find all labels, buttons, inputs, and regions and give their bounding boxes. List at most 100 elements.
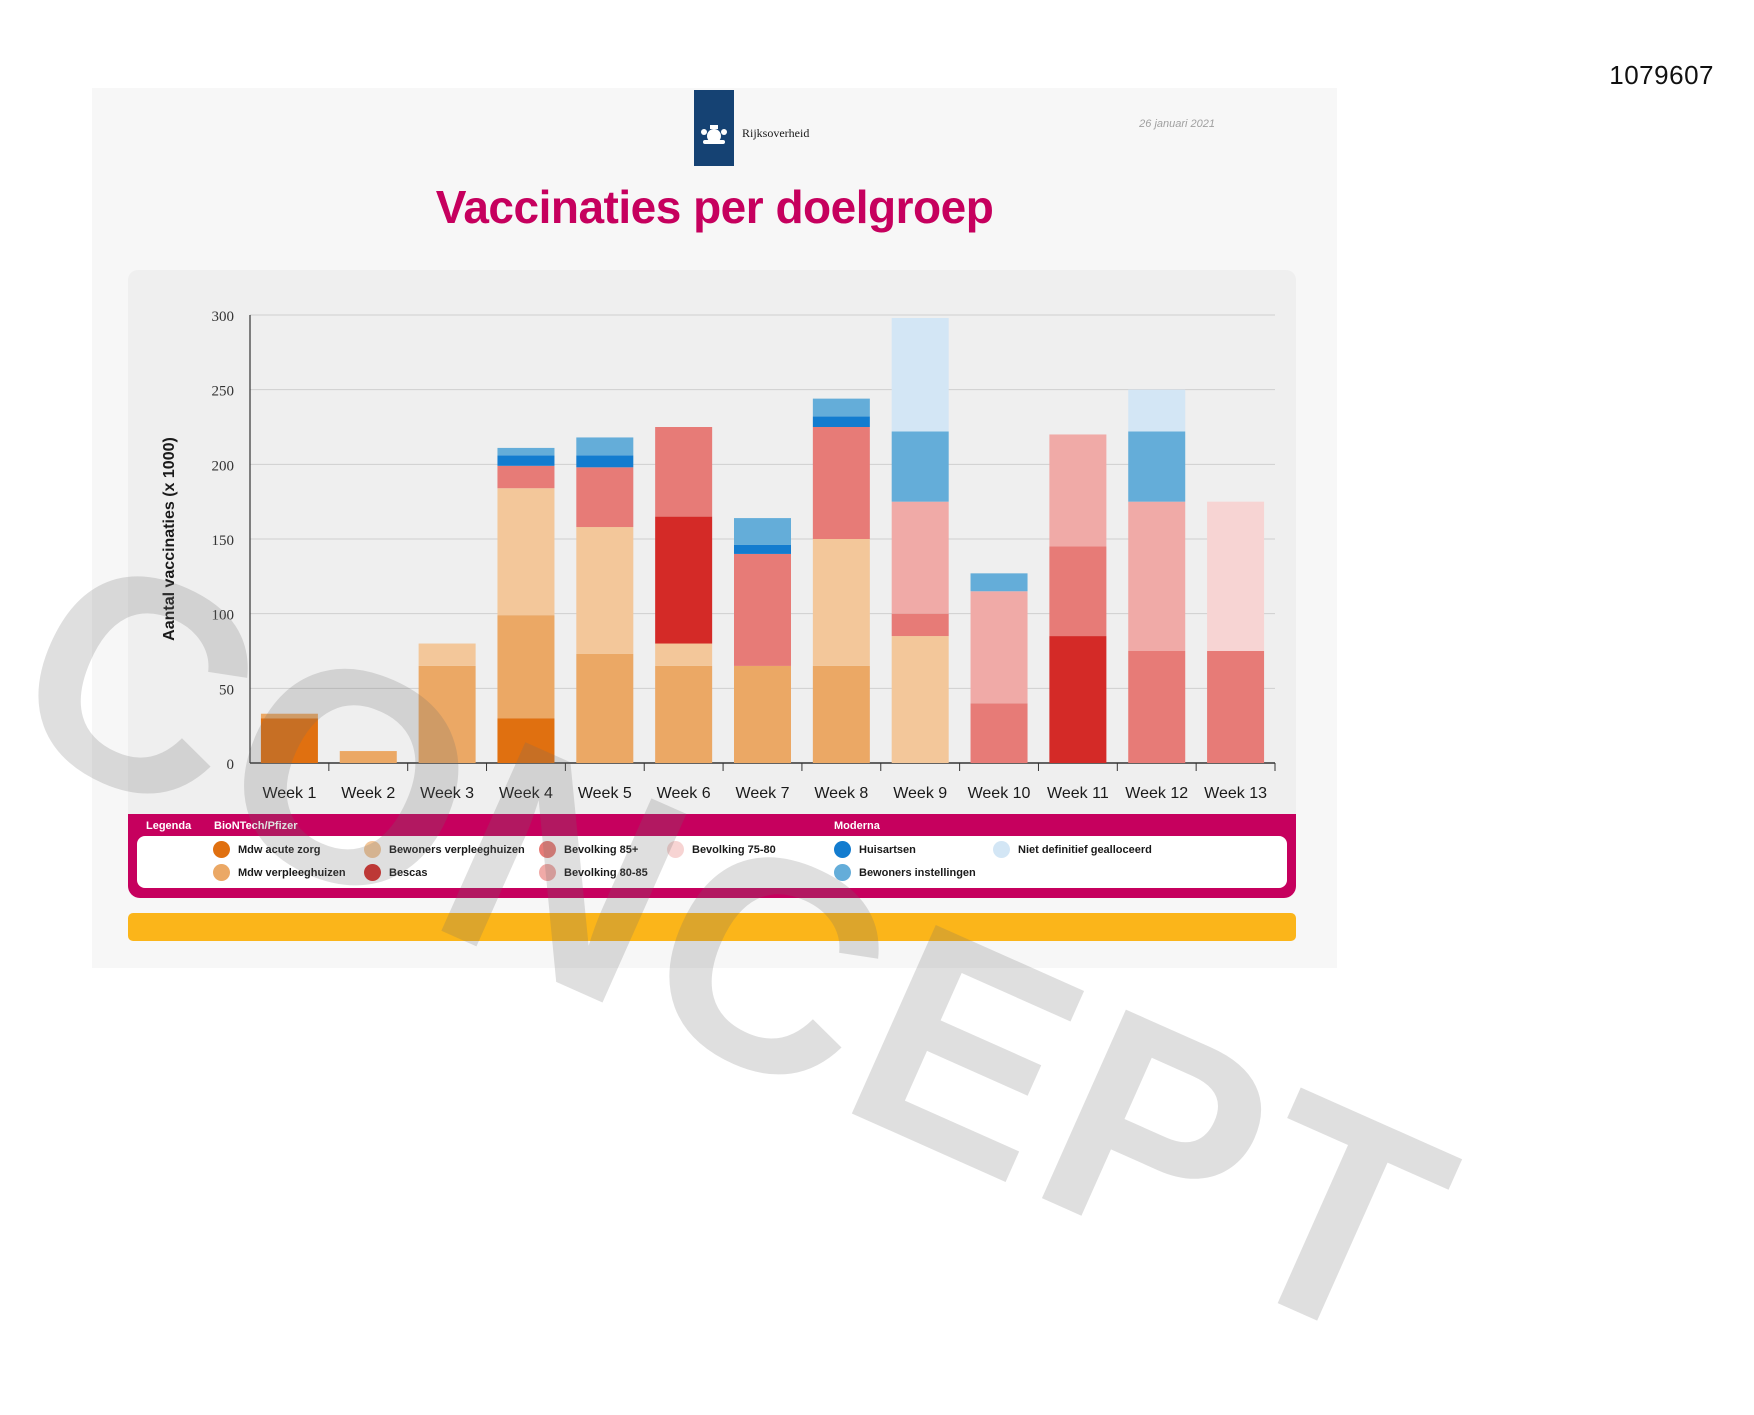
bar-segment — [497, 488, 555, 616]
legend-item-label: Bevolking 80-85 — [564, 866, 648, 879]
legend-swatch — [834, 841, 851, 858]
legend-swatch — [213, 864, 230, 881]
bar-segment — [891, 431, 949, 502]
x-tick-label: Week 5 — [578, 785, 632, 802]
logo-text: Rijksoverheid — [742, 126, 810, 140]
bar-segment — [891, 317, 949, 432]
bar-segment — [418, 643, 476, 666]
bar-segment — [734, 665, 791, 763]
bar-segment — [655, 427, 713, 517]
bar-segment — [497, 447, 555, 456]
bar-segment — [497, 465, 555, 489]
legend-item-bevolking-80-85: Bevolking 80-85 — [539, 864, 648, 881]
legend-item-label: Bewoners instellingen — [859, 866, 976, 879]
legend-item-label: Huisartsen — [859, 843, 916, 856]
bar-segment — [812, 416, 870, 427]
bar-segment — [576, 437, 634, 456]
slide-date: 26 januari 2021 — [1139, 118, 1215, 130]
bar-segment — [260, 713, 318, 719]
legend-item-label: Niet definitief gealloceerd — [1018, 843, 1152, 856]
bar-segment — [1128, 431, 1186, 502]
legend-swatch — [834, 864, 851, 881]
legend-item-bevolking-75-80: Bevolking 75-80 — [667, 841, 776, 858]
legend-item-mdw-verpleeghuizen: Mdw verpleeghuizen — [213, 864, 346, 881]
legend-item-label: Bevolking 75-80 — [692, 843, 776, 856]
bar-segment — [970, 703, 1028, 763]
legend-group-moderna: Moderna — [834, 820, 880, 832]
bar-segment — [891, 613, 949, 637]
bar-segment — [970, 591, 1028, 704]
bar-segment — [1049, 434, 1107, 547]
bar-segment — [576, 455, 634, 468]
bar-segment — [734, 518, 791, 545]
bar-segment — [812, 539, 870, 666]
legend-item-huisartsen: Huisartsen — [834, 841, 916, 858]
legend-item-niet-definitief-gealloceerd: Niet definitief gealloceerd — [993, 841, 1152, 858]
bar-segment — [576, 527, 634, 654]
x-tick-label: Week 10 — [968, 785, 1031, 802]
legend-item-label: Bescas — [389, 866, 428, 879]
y-tick-label: 250 — [212, 384, 235, 400]
bar-segment — [734, 544, 791, 554]
bar-segment — [260, 718, 318, 763]
bar-segment — [497, 455, 555, 466]
y-tick-label: 300 — [212, 309, 235, 325]
stacked-bar-chart: 0 50 100 150 200 250 300 Aantal vaccinaties (x … — [161, 309, 1276, 802]
footer-bar — [128, 913, 1296, 941]
bar-segment — [812, 665, 870, 763]
legend-swatch — [364, 864, 381, 881]
legend-group-pfizer: BioNTech/Pfizer — [214, 820, 298, 832]
legend-item-bewoners-verpleeghuizen: Bewoners verpleeghuizen — [364, 841, 525, 858]
legend-item-mdw-acute-zorg: Mdw acute zorg — [213, 841, 321, 858]
y-tick-label: 150 — [212, 533, 235, 549]
y-tick-label: 200 — [212, 458, 235, 474]
bar-segment — [497, 615, 555, 719]
bar-segment — [655, 643, 713, 666]
y-tick-label: 0 — [227, 757, 235, 773]
x-tick-label: Week 6 — [657, 785, 711, 802]
bar-segment — [655, 665, 713, 763]
legend-item-bescas: Bescas — [364, 864, 428, 881]
x-tick-label: Week 9 — [893, 785, 947, 802]
x-tick-label: Week 8 — [814, 785, 868, 802]
bar-segment — [970, 573, 1028, 592]
x-tick-label: Week 13 — [1204, 785, 1267, 802]
bar-segment — [1049, 546, 1107, 637]
document-number: 1079607 — [1609, 60, 1714, 90]
bar-segment — [891, 636, 949, 763]
bar-segment — [812, 398, 870, 417]
bar-segment — [497, 718, 555, 763]
legend-swatch — [667, 841, 684, 858]
legend-swatch — [993, 841, 1010, 858]
x-tick-label: Week 2 — [341, 785, 395, 802]
x-tick-label: Week 3 — [420, 785, 474, 802]
rijksoverheid-logo — [694, 90, 734, 166]
y-tick-label: 50 — [219, 682, 234, 698]
bar-segment — [891, 501, 949, 614]
legend-body: Mdw acute zorg Mdw verpleeghuizen Bewone… — [137, 836, 1287, 888]
x-tick-label: Week 7 — [736, 785, 790, 802]
bar-segment — [339, 751, 397, 763]
bar-segment — [734, 553, 791, 666]
legend-item-bewoners-instellingen: Bewoners instellingen — [834, 864, 976, 881]
legend-item-label: Mdw acute zorg — [238, 843, 321, 856]
legend-item-label: Bevolking 85+ — [564, 843, 639, 856]
bar-segment — [812, 427, 870, 539]
x-tick-label: Week 12 — [1125, 785, 1188, 802]
legend-item-label: Bewoners verpleeghuizen — [389, 843, 525, 856]
legend: Legenda BioNTech/Pfizer Moderna Mdw acut… — [128, 814, 1296, 898]
legend-swatch — [364, 841, 381, 858]
legend-swatch — [539, 864, 556, 881]
bar-segment — [1128, 651, 1186, 763]
bar-segment — [1128, 389, 1186, 432]
bar-segment — [1128, 501, 1186, 651]
y-tick-label: 100 — [212, 608, 235, 624]
chart-title: Vaccinaties per doelgroep — [435, 181, 994, 233]
x-tick-label: Week 1 — [262, 785, 316, 802]
legend-item-bevolking-85plus: Bevolking 85+ — [539, 841, 638, 858]
bar-segment — [1207, 501, 1265, 651]
bar-segment — [418, 665, 476, 763]
legend-swatch — [539, 841, 556, 858]
crest-icon — [701, 125, 727, 144]
legend-swatch — [213, 841, 230, 858]
